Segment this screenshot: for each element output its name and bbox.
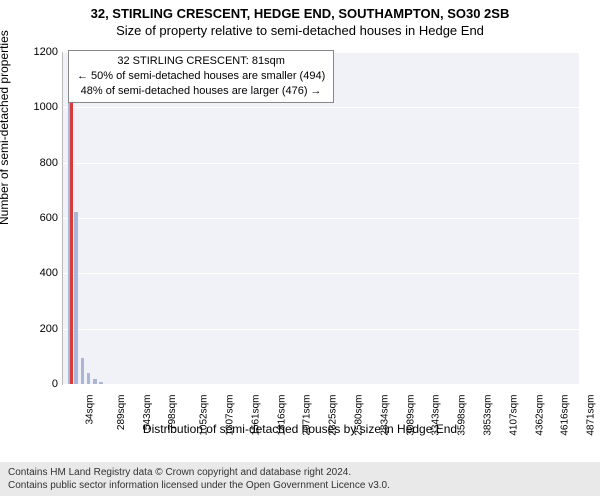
attribution-footer: Contains HM Land Registry data © Crown c… bbox=[0, 462, 600, 496]
histogram-bar bbox=[87, 373, 91, 384]
histogram-bar bbox=[74, 212, 78, 384]
gridline bbox=[63, 218, 579, 219]
gridline bbox=[63, 384, 579, 385]
y-axis-label: Number of semi-detached properties bbox=[0, 30, 11, 225]
footer-line-2: Contains public sector information licen… bbox=[8, 479, 594, 492]
gridline bbox=[63, 163, 579, 164]
y-tick-label: 1000 bbox=[26, 101, 58, 113]
annotation-box: 32 STIRLING CRESCENT: 81sqm ← 50% of sem… bbox=[68, 50, 334, 103]
y-tick-label: 600 bbox=[26, 212, 58, 224]
chart-title-sub: Size of property relative to semi-detach… bbox=[0, 23, 600, 38]
x-tick-label: 34sqm bbox=[85, 395, 96, 425]
chart-title-main: 32, STIRLING CRESCENT, HEDGE END, SOUTHA… bbox=[0, 6, 600, 21]
y-tick-label: 0 bbox=[26, 378, 58, 390]
gridline bbox=[63, 107, 579, 108]
x-axis-label: Distribution of semi-detached houses by … bbox=[0, 422, 600, 436]
y-tick-label: 200 bbox=[26, 323, 58, 335]
gridline bbox=[63, 273, 579, 274]
gridline bbox=[63, 329, 579, 330]
footer-line-1: Contains HM Land Registry data © Crown c… bbox=[8, 466, 594, 479]
y-tick-label: 800 bbox=[26, 157, 58, 169]
histogram-bar bbox=[99, 382, 103, 384]
annotation-line-2: ← 50% of semi-detached houses are smalle… bbox=[77, 69, 325, 84]
annotation-line-1: 32 STIRLING CRESCENT: 81sqm bbox=[77, 54, 325, 69]
histogram-bar bbox=[81, 358, 85, 384]
y-tick-label: 400 bbox=[26, 267, 58, 279]
histogram-bar bbox=[93, 379, 97, 384]
chart-titles: 32, STIRLING CRESCENT, HEDGE END, SOUTHA… bbox=[0, 0, 600, 38]
y-tick-label: 1200 bbox=[26, 46, 58, 58]
annotation-line-3: 48% of semi-detached houses are larger (… bbox=[77, 84, 325, 99]
